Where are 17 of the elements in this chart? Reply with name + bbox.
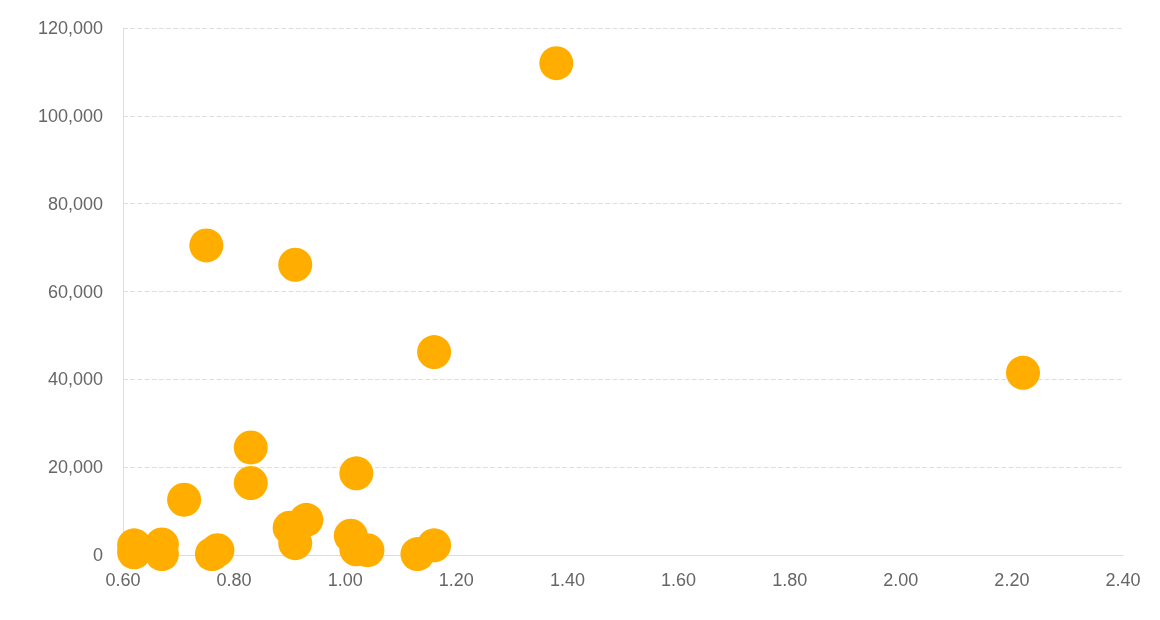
x-tick-label: 1.20 (438, 570, 474, 590)
x-tick-label: 2.20 (994, 570, 1030, 590)
x-tick-label: 2.00 (883, 570, 919, 590)
y-tick-label: 60,000 (47, 281, 103, 302)
x-tick-label: 1.00 (327, 570, 363, 590)
y-tick-label: 0 (92, 545, 103, 565)
x-tick-label: 1.80 (772, 570, 808, 590)
y-tick-label: 20,000 (47, 457, 103, 478)
y-tick-label: 120,000 (37, 18, 103, 38)
x-tick-label: 2.40 (1105, 570, 1141, 590)
x-tick-label: 0.60 (105, 570, 141, 590)
y-tick-label: 40,000 (47, 369, 103, 390)
x-tick-label: 1.60 (661, 570, 697, 590)
y-tick-label: 100,000 (37, 105, 103, 126)
x-tick-label: 1.40 (549, 570, 585, 590)
y-tick-label: 80,000 (47, 193, 103, 214)
x-tick-label: 0.80 (216, 570, 252, 590)
